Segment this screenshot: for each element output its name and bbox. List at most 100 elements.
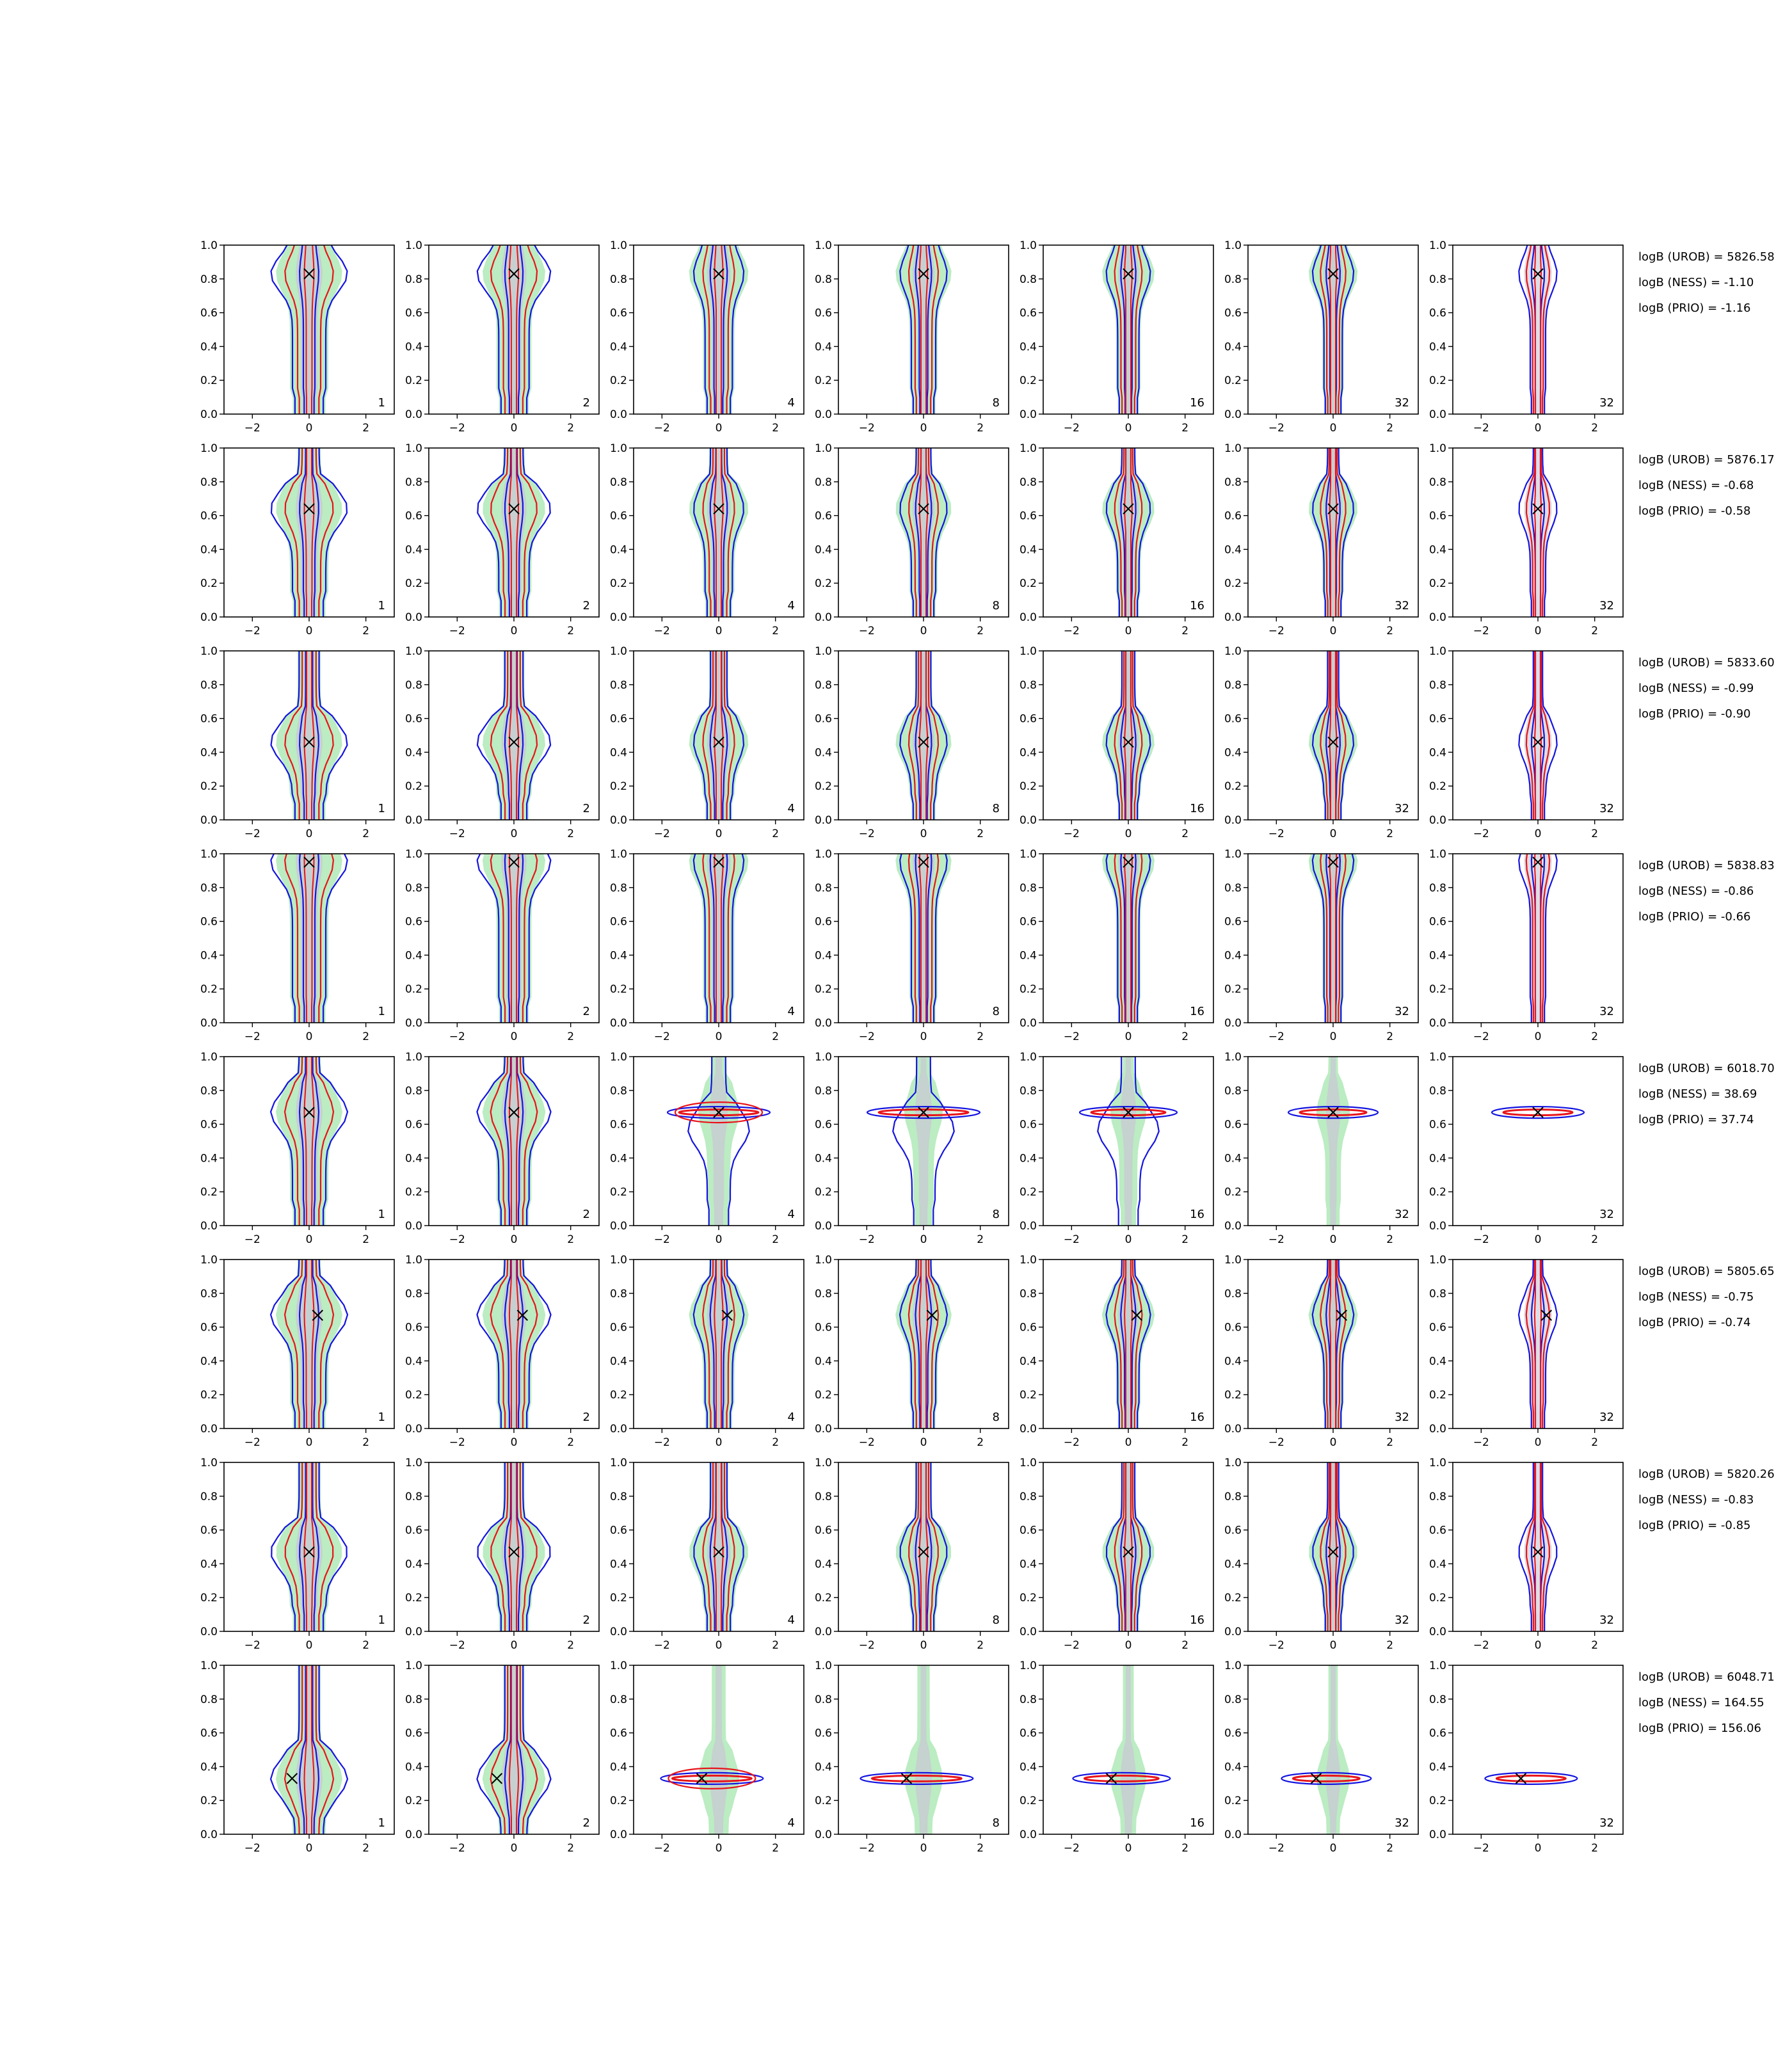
panel-r7-c6: −2 0 2 0.0 0.2 0.4 0.6 0.8 1.0 32 bbox=[1224, 1457, 1419, 1652]
x-tick-label: 0 bbox=[511, 1030, 518, 1043]
x-tick-label: 2 bbox=[772, 828, 779, 840]
truth-marker bbox=[508, 1107, 520, 1118]
x-tick-label: −2 bbox=[1064, 1233, 1080, 1246]
panel-label: 8 bbox=[993, 396, 1000, 410]
truth-marker bbox=[1327, 856, 1339, 868]
panel-r3-c5: −2 0 2 0.0 0.2 0.4 0.6 0.8 1.0 16 bbox=[1020, 645, 1214, 840]
panel-label: 16 bbox=[1190, 1005, 1204, 1018]
panel-label: 2 bbox=[583, 1208, 590, 1221]
y-tick-label: 0.8 bbox=[815, 882, 832, 895]
panel-label: 2 bbox=[583, 1005, 590, 1018]
truth-marker bbox=[918, 736, 929, 748]
y-tick-label: 0.8 bbox=[405, 1491, 422, 1503]
truth-marker bbox=[303, 856, 315, 868]
y-tick-label: 0.6 bbox=[1020, 1322, 1037, 1334]
y-tick-label: 0.6 bbox=[405, 1119, 422, 1132]
y-tick-label: 0.6 bbox=[1224, 1322, 1242, 1334]
y-tick-label: 0.8 bbox=[610, 882, 627, 895]
panel-label: 16 bbox=[1190, 802, 1204, 815]
panel-r3-c1: −2 0 2 0.0 0.2 0.4 0.6 0.8 1.0 1 bbox=[200, 645, 395, 840]
y-tick-label: 0.2 bbox=[815, 983, 832, 996]
panel-r8-c2: −2 0 2 0.0 0.2 0.4 0.6 0.8 1.0 2 bbox=[405, 1660, 600, 1855]
x-tick-label: 0 bbox=[1535, 422, 1542, 435]
y-tick-label: 1.0 bbox=[1429, 1051, 1446, 1064]
y-tick-label: 0.2 bbox=[405, 1186, 422, 1199]
y-tick-label: 0.2 bbox=[610, 374, 627, 387]
y-tick-label: 1.0 bbox=[815, 442, 832, 455]
truth-marker bbox=[1123, 856, 1134, 868]
y-tick-label: 0.8 bbox=[1429, 1693, 1446, 1706]
y-tick-label: 0.0 bbox=[610, 1626, 627, 1638]
x-tick-label: −2 bbox=[1473, 1639, 1489, 1652]
panel-r4-c3: −2 0 2 0.0 0.2 0.4 0.6 0.8 1.0 4 bbox=[610, 848, 804, 1043]
logB-annotation: logB (UROB) = 6048.71 bbox=[1638, 1670, 1775, 1684]
y-tick-label: 0.4 bbox=[610, 543, 627, 556]
x-tick-label: 0 bbox=[511, 1639, 518, 1652]
y-tick-label: 0.6 bbox=[1429, 713, 1446, 726]
panel-r3-c4: −2 0 2 0.0 0.2 0.4 0.6 0.8 1.0 8 bbox=[815, 645, 1009, 840]
x-tick-label: 0 bbox=[920, 625, 927, 637]
panel-label: 8 bbox=[993, 1005, 1000, 1018]
panel-r1-c4: −2 0 2 0.0 0.2 0.4 0.6 0.8 1.0 8 bbox=[815, 239, 1009, 435]
panel-label: 32 bbox=[1599, 1005, 1614, 1018]
y-tick-label: 0.6 bbox=[1429, 510, 1446, 523]
x-tick-label: 0 bbox=[306, 1842, 313, 1855]
panel-label: 32 bbox=[1395, 396, 1409, 410]
y-tick-label: 0.6 bbox=[1224, 510, 1242, 523]
y-tick-label: 1.0 bbox=[405, 1051, 422, 1064]
y-tick-label: 0.2 bbox=[815, 1186, 832, 1199]
x-tick-label: 0 bbox=[1125, 422, 1132, 435]
y-tick-label: 0.2 bbox=[610, 1795, 627, 1807]
y-tick-label: 0.0 bbox=[1224, 814, 1242, 827]
y-tick-label: 1.0 bbox=[1020, 442, 1037, 455]
y-tick-label: 0.0 bbox=[815, 1017, 832, 1030]
y-tick-label: 0.2 bbox=[200, 1592, 218, 1604]
x-tick-label: 2 bbox=[1591, 1233, 1598, 1246]
y-tick-label: 0.4 bbox=[815, 1152, 832, 1165]
truth-marker bbox=[1327, 736, 1339, 748]
x-tick-label: 2 bbox=[772, 1030, 779, 1043]
y-tick-label: 0.0 bbox=[1224, 1017, 1242, 1030]
y-tick-label: 0.0 bbox=[200, 1423, 218, 1436]
panel-r8-c6: −2 0 2 0.0 0.2 0.4 0.6 0.8 1.0 32 bbox=[1224, 1660, 1419, 1855]
y-tick-label: 0.4 bbox=[815, 340, 832, 353]
x-tick-label: 2 bbox=[1386, 422, 1393, 435]
x-tick-label: 0 bbox=[511, 422, 518, 435]
y-tick-label: 0.2 bbox=[610, 1186, 627, 1199]
y-tick-label: 1.0 bbox=[1429, 239, 1446, 252]
x-tick-label: 0 bbox=[1535, 828, 1542, 840]
x-tick-label: 2 bbox=[977, 1233, 984, 1246]
panel-label: 8 bbox=[993, 802, 1000, 815]
y-tick-label: 0.8 bbox=[1020, 1288, 1037, 1300]
y-tick-label: 0.8 bbox=[1224, 1288, 1242, 1300]
y-tick-label: 0.6 bbox=[1020, 510, 1037, 523]
x-tick-label: 0 bbox=[716, 1842, 723, 1855]
x-tick-label: 0 bbox=[716, 625, 723, 637]
y-tick-label: 1.0 bbox=[1224, 442, 1242, 455]
panel-r2-c4: −2 0 2 0.0 0.2 0.4 0.6 0.8 1.0 8 bbox=[815, 442, 1009, 637]
truth-marker bbox=[1532, 1107, 1544, 1118]
y-tick-label: 0.8 bbox=[610, 1085, 627, 1098]
x-tick-label: 2 bbox=[772, 1436, 779, 1449]
x-tick-label: 2 bbox=[1591, 828, 1598, 840]
logB-annotation: logB (NESS) = -0.99 bbox=[1638, 682, 1754, 695]
panel-label: 1 bbox=[378, 1613, 385, 1627]
panel-r3-c6: −2 0 2 0.0 0.2 0.4 0.6 0.8 1.0 32 bbox=[1224, 645, 1419, 840]
panel-r8-c3: −2 0 2 0.0 0.2 0.4 0.6 0.8 1.0 4 bbox=[610, 1660, 804, 1855]
panel-label: 32 bbox=[1395, 1005, 1409, 1018]
y-tick-label: 1.0 bbox=[1020, 239, 1037, 252]
y-tick-label: 0.4 bbox=[200, 1558, 218, 1571]
x-tick-label: 2 bbox=[1181, 422, 1188, 435]
y-tick-label: 0.0 bbox=[1429, 611, 1446, 624]
y-tick-label: 0.8 bbox=[815, 1491, 832, 1503]
y-tick-label: 0.6 bbox=[1429, 307, 1446, 320]
x-tick-label: 0 bbox=[306, 1436, 313, 1449]
x-tick-label: 2 bbox=[362, 422, 369, 435]
y-tick-label: 0.0 bbox=[405, 1626, 422, 1638]
y-tick-label: 0.8 bbox=[200, 1085, 218, 1098]
y-tick-label: 0.6 bbox=[815, 307, 832, 320]
y-tick-label: 0.4 bbox=[815, 543, 832, 556]
x-tick-label: 2 bbox=[1181, 1639, 1188, 1652]
y-tick-label: 0.4 bbox=[405, 1558, 422, 1571]
y-tick-label: 0.4 bbox=[1020, 1761, 1037, 1773]
